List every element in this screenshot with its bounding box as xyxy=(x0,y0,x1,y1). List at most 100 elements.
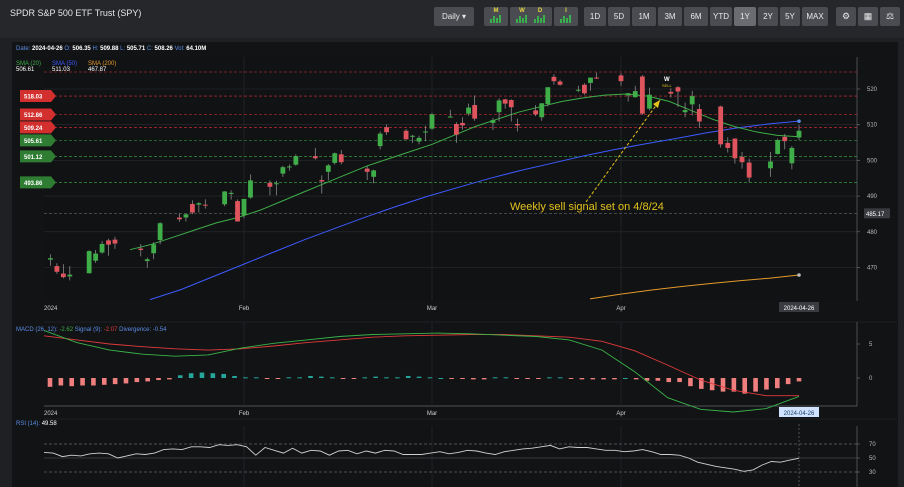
candle-body xyxy=(248,180,253,198)
monthly-chart-button[interactable]: M xyxy=(484,7,508,26)
price-y-tick-label: 470 xyxy=(867,266,878,272)
sma50-value: 511.03 xyxy=(52,67,70,73)
range-5d-button[interactable]: 5D xyxy=(608,7,630,26)
sma200-legend: SMA (200) 467.87 xyxy=(88,61,116,73)
date-value: 2024-04-26 xyxy=(32,46,63,52)
candle-body xyxy=(371,170,377,177)
range-1m-button[interactable]: 1M xyxy=(632,7,656,26)
candle-body xyxy=(594,77,600,79)
close-label: C: xyxy=(146,46,153,52)
candle-body xyxy=(545,87,551,104)
gear-icon[interactable]: ⚙ xyxy=(836,7,856,26)
daily-chart-button[interactable]: D xyxy=(528,7,552,26)
calculator-icon[interactable]: ▦ xyxy=(858,7,878,26)
macd-histogram-bar xyxy=(351,378,357,379)
candle-body xyxy=(689,96,695,105)
candle-body xyxy=(280,167,286,174)
price-level-tag xyxy=(20,108,56,121)
range-1y-button[interactable]: 1Y xyxy=(734,7,756,26)
candle-body xyxy=(202,204,208,206)
quote-legend: Date: 2024-04-26 O: 506.35 H: 509.88 L: … xyxy=(16,46,206,52)
candle-body xyxy=(768,161,773,169)
sma50-endpoint xyxy=(797,119,801,123)
macd-histogram-bar xyxy=(449,378,454,379)
price-plot-area xyxy=(44,57,857,301)
range-max-button[interactable]: MAX xyxy=(802,7,828,26)
sma20-legend: SMA (20) 506.61 xyxy=(16,61,41,73)
monthly-letter: M xyxy=(493,8,499,14)
rsi-y-tick-label: 50 xyxy=(869,456,876,462)
macd-histogram-bar xyxy=(579,378,585,380)
sma200-value: 467.87 xyxy=(88,67,107,73)
open-label: O: xyxy=(64,46,71,52)
candle-body xyxy=(138,248,144,251)
candle-body xyxy=(575,89,581,91)
candle-body xyxy=(228,192,234,194)
macd-histogram-bar xyxy=(232,375,237,378)
scale-icon[interactable]: ⚖ xyxy=(880,7,900,26)
macd-histogram-bar xyxy=(319,376,324,378)
macd-histogram-bar xyxy=(101,378,107,385)
range-6m-button[interactable]: 6M xyxy=(684,7,708,26)
candle-body xyxy=(189,203,195,213)
macd-histogram-bar xyxy=(340,378,346,379)
candle-body xyxy=(490,120,496,123)
candle-body xyxy=(286,166,292,168)
macd-label: MACD (26, 12): xyxy=(16,327,58,333)
macd-histogram-bar xyxy=(753,378,758,392)
macd-histogram-bar xyxy=(742,378,748,394)
candle-body xyxy=(151,244,157,254)
price-level-tag-label: 493.86 xyxy=(24,181,43,187)
weekly-letter: W xyxy=(519,8,525,14)
intraday-chart-button[interactable]: I xyxy=(554,7,578,26)
macd-histogram-bar xyxy=(601,378,606,380)
candle-body xyxy=(647,94,652,109)
candle-body xyxy=(588,77,593,83)
macd-histogram-bar xyxy=(568,378,574,379)
macd-histogram-bar xyxy=(297,377,302,379)
interval-dropdown[interactable]: Daily ▾ xyxy=(434,7,474,26)
macd-histogram-bar xyxy=(188,373,194,378)
x-axis-label: 2024-04-26 xyxy=(784,306,815,312)
candle-body xyxy=(557,81,563,85)
candle-body xyxy=(539,103,545,118)
macd-histogram-bar xyxy=(47,378,53,387)
macd-y-tick-label: 5 xyxy=(869,342,873,348)
candle-body xyxy=(582,84,587,94)
candle-body xyxy=(60,273,66,278)
range-1d-button[interactable]: 1D xyxy=(584,7,606,26)
macd-histogram-bar xyxy=(134,378,140,383)
candle-body xyxy=(423,131,428,133)
range-ytd-button[interactable]: YTD xyxy=(710,7,732,26)
range-2y-button[interactable]: 2Y xyxy=(758,7,778,26)
bar-chart-icon xyxy=(516,15,528,23)
macd-histogram-bar xyxy=(395,377,400,379)
price-y-tick-label: 490 xyxy=(867,194,878,200)
macd-x-axis-label: Apr xyxy=(616,411,625,417)
price-level-tag-label: 512.86 xyxy=(24,113,43,119)
macd-histogram-bar xyxy=(362,377,368,379)
candle-body xyxy=(99,243,105,253)
range-5y-button[interactable]: 5Y xyxy=(780,7,800,26)
candle-body xyxy=(732,138,738,159)
candle-body xyxy=(384,127,390,133)
macd-legend: MACD (26, 12): -2.62 Signal (9): -2.07 D… xyxy=(16,327,166,333)
macd-histogram-bar xyxy=(677,378,682,383)
page-title: SPDR S&P 500 ETF Trust (SPY) xyxy=(10,8,142,18)
range-3m-button[interactable]: 3M xyxy=(658,7,682,26)
candle-body xyxy=(514,123,520,126)
macd-histogram-bar xyxy=(123,378,129,384)
macd-histogram-bar xyxy=(58,378,64,386)
candle-body xyxy=(267,182,273,187)
candle-body xyxy=(106,240,111,245)
macd-x-axis-label: 2024 xyxy=(44,411,58,417)
rsi-y-tick-label: 70 xyxy=(869,442,876,448)
last-price-tag xyxy=(864,208,890,219)
rsi-value: 49.58 xyxy=(41,421,57,427)
signal-label: Signal (9): xyxy=(74,327,103,333)
candle-body xyxy=(48,258,53,260)
candle-body xyxy=(472,105,478,119)
candle-body xyxy=(157,223,163,241)
rsi-legend: RSI (14): 49.58 xyxy=(16,421,57,427)
